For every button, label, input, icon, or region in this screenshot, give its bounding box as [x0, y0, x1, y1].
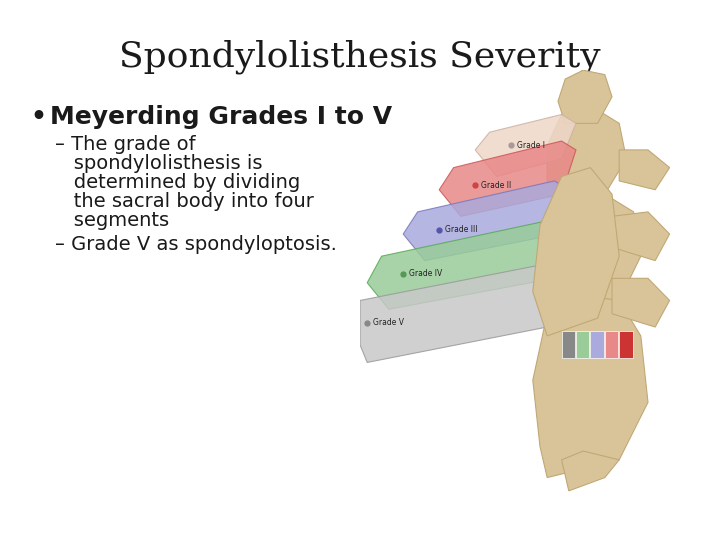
Text: determined by dividing: determined by dividing [55, 173, 300, 192]
Text: •: • [30, 105, 46, 129]
Polygon shape [612, 278, 670, 327]
Text: the sacral body into four: the sacral body into four [55, 192, 314, 211]
Polygon shape [403, 181, 569, 261]
Bar [590, 332, 603, 358]
Polygon shape [619, 150, 670, 190]
Text: Grade III: Grade III [445, 225, 477, 234]
Polygon shape [533, 167, 619, 336]
Polygon shape [360, 265, 554, 362]
Polygon shape [558, 70, 612, 123]
Polygon shape [612, 212, 670, 261]
Text: segments: segments [55, 211, 169, 230]
Text: Spondylolisthesis Severity: Spondylolisthesis Severity [120, 40, 600, 75]
Text: Grade V: Grade V [373, 318, 404, 327]
Text: – Grade V as spondyloptosis.: – Grade V as spondyloptosis. [55, 235, 337, 254]
Polygon shape [533, 292, 648, 477]
Text: – The grade of: – The grade of [55, 135, 196, 154]
Polygon shape [367, 221, 562, 309]
Bar [562, 332, 575, 358]
Text: Grade II: Grade II [481, 181, 511, 190]
Polygon shape [540, 194, 641, 300]
Polygon shape [475, 114, 576, 177]
Text: Grade I: Grade I [517, 141, 544, 150]
Polygon shape [547, 106, 626, 194]
Bar [619, 332, 633, 358]
Text: Meyerding Grades I to V: Meyerding Grades I to V [50, 105, 392, 129]
Bar [576, 332, 590, 358]
Polygon shape [439, 141, 576, 217]
Text: Grade IV: Grade IV [409, 269, 442, 279]
Polygon shape [562, 451, 619, 491]
Text: spondylolisthesis is: spondylolisthesis is [55, 154, 263, 173]
Bar [605, 332, 618, 358]
